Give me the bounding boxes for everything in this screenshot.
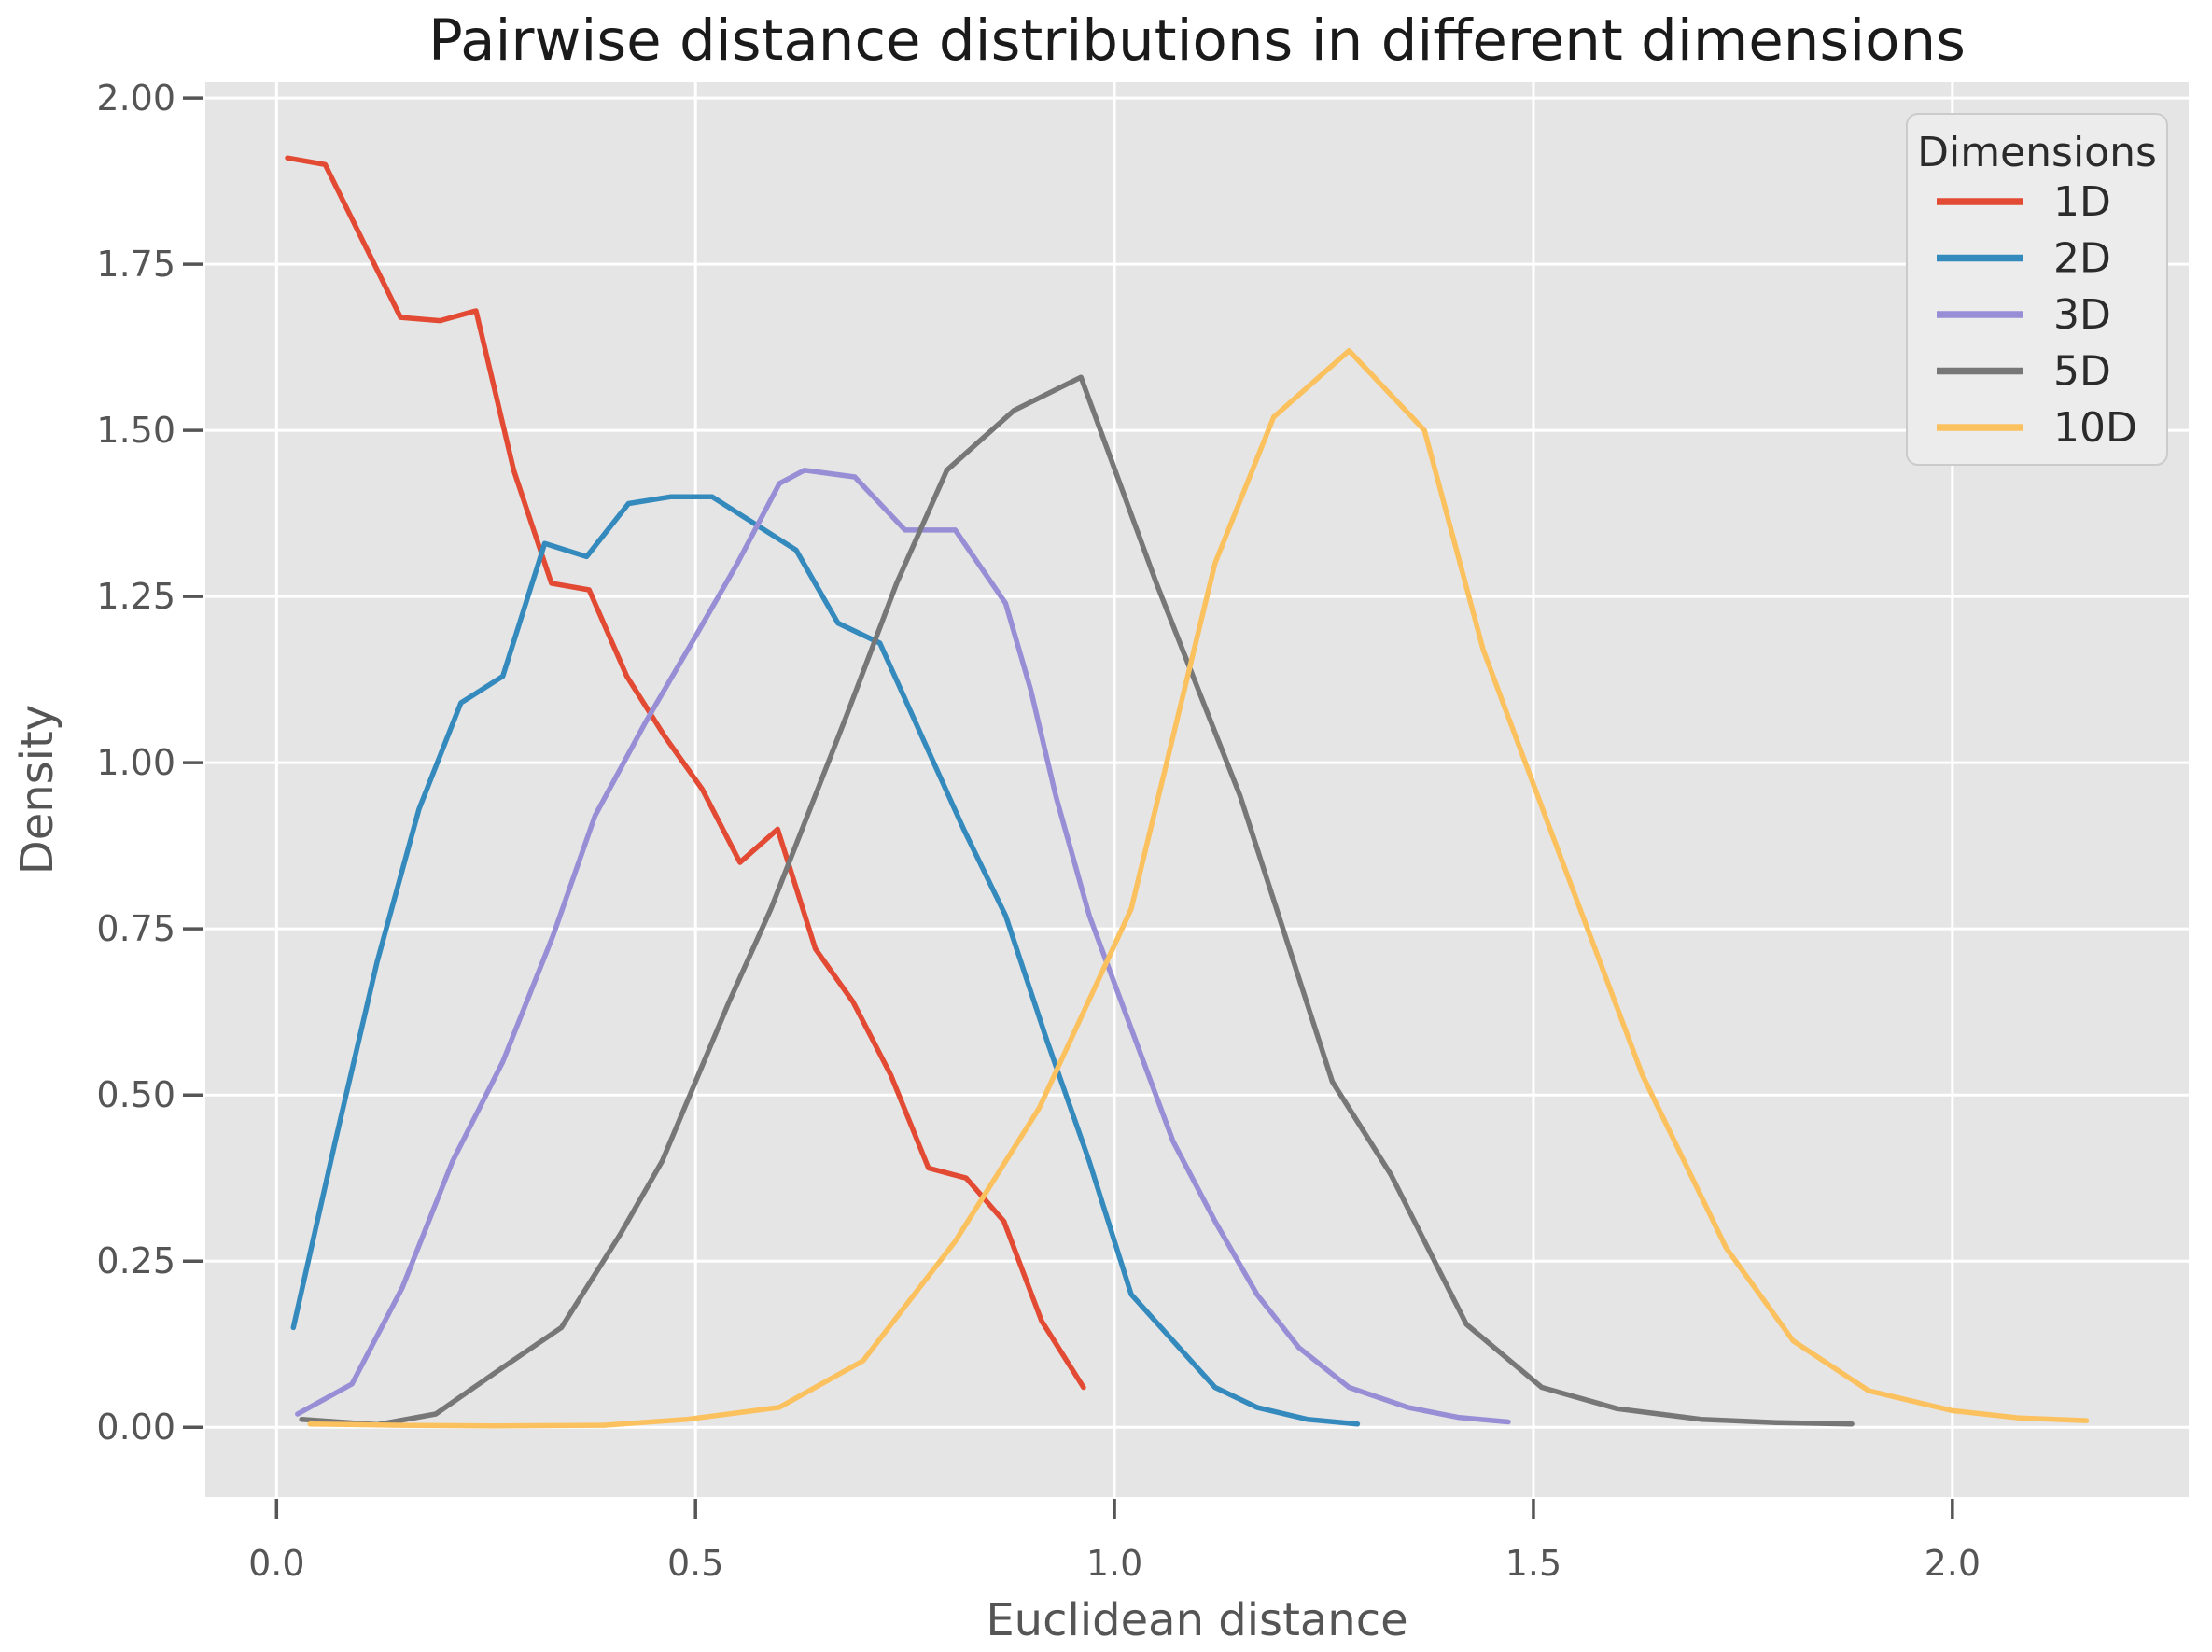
y-tick-label-0.25: 0.25 — [96, 1240, 175, 1281]
legend-item-10D: 10D — [1937, 404, 2137, 452]
legend-title: Dimensions — [1917, 129, 2157, 176]
series-line-2D — [290, 494, 1361, 1427]
legend-label-2D: 2D — [2053, 235, 2111, 283]
series-line-1D — [285, 155, 1086, 1391]
legend-label-10D: 10D — [2053, 404, 2137, 452]
x-tick-label-1.0: 1.0 — [1086, 1543, 1142, 1584]
axis-ticks — [183, 96, 1954, 1519]
y-tick-label-2.00: 2.00 — [96, 77, 175, 119]
y-tick-label-0.50: 0.50 — [96, 1074, 175, 1115]
series-line-10D — [307, 347, 2090, 1429]
series-line-3D — [295, 468, 1511, 1425]
chart-title: Pairwise distance distributions in diffe… — [428, 7, 1966, 74]
legend-item-2D: 2D — [1937, 235, 2111, 283]
legend-label-1D: 1D — [2053, 178, 2111, 226]
y-tick-label-0.00: 0.00 — [96, 1407, 175, 1448]
y-tick-label-1.00: 1.00 — [96, 742, 175, 783]
y-axis-label: Density — [11, 705, 63, 875]
y-tick-label-0.75: 0.75 — [96, 908, 175, 949]
plot-area — [205, 82, 2189, 1497]
x-tick-label-2.0: 2.0 — [1925, 1543, 1981, 1584]
legend: Dimensions 1D 2D 3D 5D 10D — [1906, 113, 2168, 466]
y-tick-labels: 0.00 0.25 0.50 0.75 1.00 1.25 1.50 1.75 2.00 — [96, 77, 175, 1448]
y-tick-label-1.50: 1.50 — [96, 410, 175, 451]
x-tick-labels: 0.0 0.5 1.0 1.5 2.0 — [248, 1543, 1981, 1584]
x-tick-label-0.0: 0.0 — [248, 1543, 304, 1584]
x-tick-label-0.5: 0.5 — [667, 1543, 723, 1584]
legend-label-5D: 5D — [2053, 348, 2111, 396]
legend-label-3D: 3D — [2053, 291, 2111, 339]
x-tick-label-1.5: 1.5 — [1505, 1543, 1561, 1584]
y-tick-label-1.75: 1.75 — [96, 244, 175, 285]
legend-item-1D: 1D — [1937, 178, 2111, 226]
series-line-5D — [299, 374, 1855, 1428]
series-lines — [285, 155, 2090, 1429]
legend-items: 1D 2D 3D 5D 10D — [1937, 178, 2137, 452]
x-axis-label: Euclidean distance — [986, 1594, 1407, 1646]
y-tick-label-1.25: 1.25 — [96, 576, 175, 617]
legend-item-5D: 5D — [1937, 348, 2111, 396]
legend-item-3D: 3D — [1937, 291, 2111, 339]
